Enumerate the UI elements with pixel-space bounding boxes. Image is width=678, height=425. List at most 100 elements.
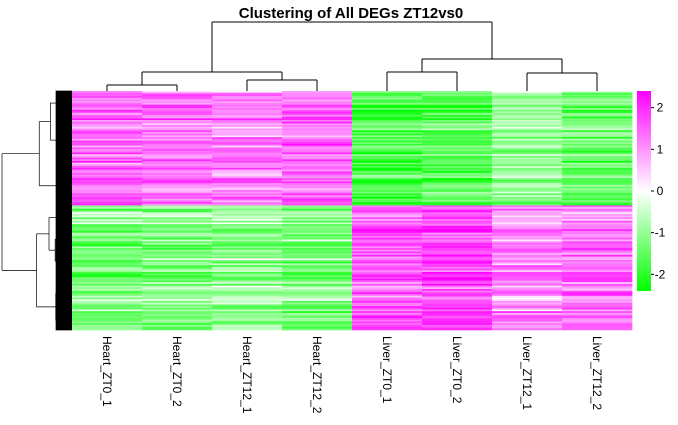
heatmap-cell (492, 108, 563, 111)
heatmap-cell (422, 251, 493, 254)
heatmap-cell (352, 316, 423, 319)
heatmap-cell (72, 283, 143, 286)
heatmap-cell (142, 323, 213, 326)
heatmap-cell (72, 155, 143, 158)
heatmap-cell (142, 270, 213, 273)
heatmap-cell (352, 166, 423, 169)
heatmap-cell (212, 121, 283, 124)
heatmap-cell (422, 140, 493, 143)
heatmap-cell (352, 225, 423, 228)
heatmap-cell (352, 111, 423, 114)
heatmap-cell (72, 324, 143, 327)
heatmap-cell (352, 178, 423, 181)
heatmap-cell (492, 312, 563, 315)
heatmap-cells (72, 91, 633, 331)
heatmap-cell (562, 102, 633, 105)
heatmap-cell (282, 299, 353, 302)
heatmap-cell (352, 271, 423, 274)
heatmap-cell (422, 191, 493, 194)
heatmap-cell (352, 248, 423, 251)
heatmap-cell (562, 150, 633, 153)
column-label: Heart_ZT0_1 (100, 336, 114, 407)
heatmap-cell (72, 183, 143, 186)
heatmap-cell (352, 283, 423, 286)
heatmap-cell (562, 109, 633, 112)
heatmap-cell (422, 108, 493, 111)
heatmap-cell (422, 277, 493, 280)
heatmap-cell (212, 99, 283, 102)
heatmap-cell (282, 184, 353, 187)
heatmap-cell (72, 215, 143, 218)
heatmap-cell (282, 323, 353, 326)
heatmap-cell (72, 234, 143, 237)
heatmap-cell (282, 167, 353, 170)
heatmap-cell (422, 188, 493, 191)
heatmap-cell (562, 145, 633, 148)
heatmap-cell (352, 256, 423, 259)
heatmap-cell (422, 249, 493, 252)
heatmap-cell (352, 311, 423, 314)
column-label: Liver_ZT12_2 (590, 336, 604, 410)
heatmap-cell (282, 181, 353, 184)
heatmap-cell (142, 213, 213, 216)
heatmap-cell (142, 278, 213, 281)
heatmap-cell (72, 297, 143, 300)
heatmap-cell (352, 297, 423, 300)
heatmap-cell (142, 294, 213, 297)
heatmap-cell (142, 133, 213, 136)
heatmap-cell (282, 150, 353, 153)
heatmap-cell (72, 172, 143, 175)
heatmap-cell (562, 125, 633, 128)
heatmap-cell (562, 311, 633, 314)
heatmap-cell (72, 307, 143, 310)
heatmap-cell (142, 302, 213, 305)
heatmap-cell (492, 200, 563, 203)
heatmap-cell (422, 306, 493, 309)
heatmap-cell (72, 227, 143, 230)
heatmap-cell (212, 200, 283, 203)
heatmap-cell (212, 155, 283, 158)
heatmap-cell (422, 138, 493, 141)
heatmap-cell (212, 198, 283, 201)
heatmap-cell (562, 137, 633, 140)
heatmap-cell (212, 285, 283, 288)
heatmap-cell (422, 130, 493, 133)
heatmap-cell (72, 312, 143, 315)
heatmap-cell (422, 271, 493, 274)
heatmap-cell (142, 186, 213, 189)
heatmap-cell (282, 292, 353, 295)
heatmap-cell (422, 253, 493, 256)
heatmap-cell (282, 210, 353, 213)
heatmap-cell (72, 265, 143, 268)
heatmap-cell (142, 234, 213, 237)
heatmap-cell (72, 253, 143, 256)
heatmap-cell (72, 246, 143, 249)
heatmap-cell (72, 225, 143, 228)
heatmap-cell (492, 181, 563, 184)
heatmap-cell (352, 220, 423, 223)
heatmap-cell (72, 174, 143, 177)
heatmap-cell (492, 323, 563, 326)
heatmap-cell (212, 196, 283, 199)
heatmap-cell (492, 275, 563, 278)
heatmap-cell (72, 111, 143, 114)
heatmap-cell (212, 311, 283, 314)
heatmap-cell (562, 230, 633, 233)
heatmap-cell (422, 109, 493, 112)
heatmap-cell (212, 101, 283, 104)
heatmap-cell (562, 118, 633, 121)
heatmap-cell (282, 289, 353, 292)
heatmap-cell (492, 251, 563, 254)
heatmap-cell (562, 162, 633, 165)
heatmap-cell (282, 131, 353, 134)
heatmap-cell (282, 261, 353, 264)
heatmap-cell (422, 196, 493, 199)
heatmap-cell (282, 125, 353, 128)
heatmap-cell (352, 125, 423, 128)
heatmap-cell (352, 280, 423, 283)
heatmap-cell (492, 244, 563, 247)
heatmap-cell (492, 191, 563, 194)
heatmap-cell (422, 241, 493, 244)
heatmap-cell (212, 147, 283, 150)
heatmap-cell (422, 304, 493, 307)
